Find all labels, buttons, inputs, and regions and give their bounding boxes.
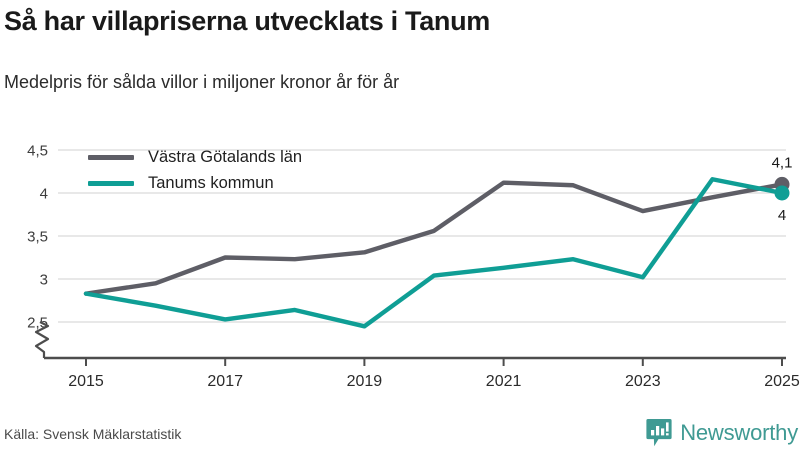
chart-end-markers bbox=[774, 176, 790, 201]
page-title: Så har villapriserna utvecklats i Tanum bbox=[4, 6, 491, 36]
svg-text:2017: 2017 bbox=[207, 373, 243, 390]
svg-text:2,5: 2,5 bbox=[27, 315, 48, 332]
svg-text:2023: 2023 bbox=[625, 373, 661, 390]
legend-label-region: Västra Götalands län bbox=[148, 147, 303, 166]
legend-swatch-municipality bbox=[88, 180, 134, 186]
svg-text:4,1: 4,1 bbox=[772, 154, 793, 171]
x-axis-tick-labels: 2015 2017 2019 2021 2023 2025 bbox=[68, 373, 800, 390]
svg-text:2021: 2021 bbox=[486, 373, 522, 390]
bar-chart-bubble-icon bbox=[646, 419, 672, 447]
source-note: Källa: Svensk Mäklarstatistik bbox=[4, 426, 182, 442]
line-chart-svg: 2,5 3 3,5 4 4,5 2015 2017 2019 2021 2023 2025 4,1… bbox=[27, 143, 800, 391]
chart-legend: Västra Götalands län Tanums kommun bbox=[88, 144, 408, 196]
brand-name: Newsworthy bbox=[680, 420, 798, 445]
chart-subtitle: Medelpris för sålda villor i miljoner kr… bbox=[4, 72, 400, 92]
legend-swatch-region bbox=[88, 154, 134, 160]
chart-footer: Källa: Svensk Mäklarstatistik Newsworthy bbox=[0, 408, 800, 450]
chart-plot-area: 2,5 3 3,5 4 4,5 2015 2017 2019 2021 2023 2025 4,1… bbox=[0, 130, 800, 400]
svg-text:2015: 2015 bbox=[68, 373, 104, 390]
svg-text:4,5: 4,5 bbox=[27, 143, 48, 160]
x-axis bbox=[34, 321, 786, 366]
svg-text:4: 4 bbox=[778, 207, 786, 224]
legend-item-region[interactable]: Västra Götalands län bbox=[88, 144, 408, 170]
y-axis-tick-labels: 2,5 3 3,5 4 4,5 bbox=[27, 143, 48, 332]
brand-logo[interactable]: Newsworthy bbox=[646, 418, 798, 448]
svg-text:4: 4 bbox=[40, 186, 48, 203]
svg-text:3: 3 bbox=[40, 272, 48, 289]
svg-text:2019: 2019 bbox=[347, 373, 383, 390]
chart-series-lines bbox=[83, 177, 785, 329]
chart-data-labels: 4,14 bbox=[772, 154, 793, 224]
svg-text:3,5: 3,5 bbox=[27, 229, 48, 246]
legend-item-municipality[interactable]: Tanums kommun bbox=[88, 170, 408, 196]
legend-label-municipality: Tanums kommun bbox=[148, 173, 274, 192]
svg-text:2025: 2025 bbox=[764, 373, 800, 390]
